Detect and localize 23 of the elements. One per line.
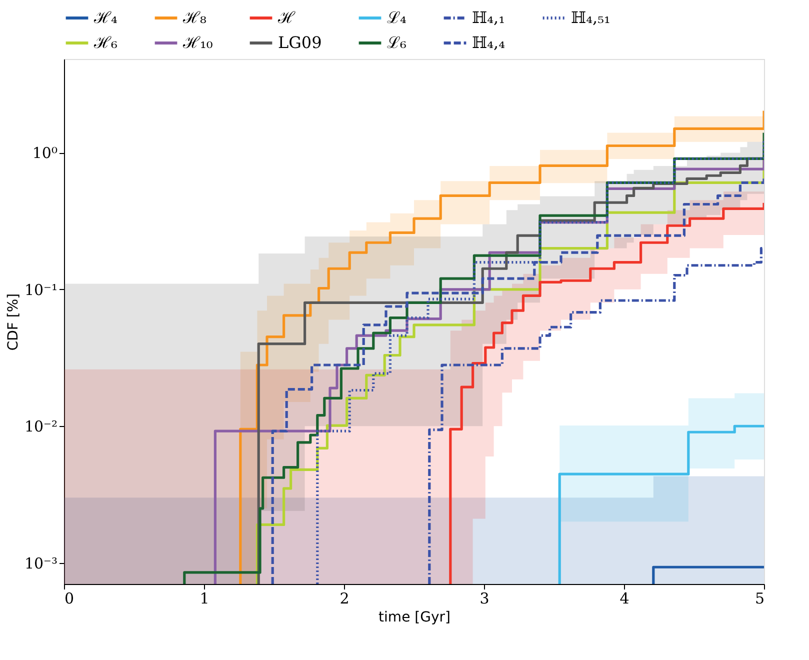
- legend-label: ℋ₆: [93, 33, 118, 52]
- legend-label: ℍ₄,₁: [472, 8, 506, 27]
- legend-label: ℋ₁₀: [182, 33, 213, 52]
- x-tick-label: 0: [64, 590, 74, 608]
- y-tick-label: 10⁰: [32, 144, 58, 162]
- legend-label: ℋ: [277, 8, 296, 27]
- y-tick-label: 10⁻²: [24, 418, 58, 436]
- legend-label: ℍ₄,₅₁: [571, 8, 610, 27]
- legend-label: ℒ₄: [387, 8, 406, 27]
- y-tick-label: 10⁻³: [24, 554, 58, 572]
- legend-label: ℋ₄: [93, 8, 118, 27]
- y-axis-title: CDF [%]: [5, 293, 22, 351]
- x-tick-label: 4: [620, 590, 630, 608]
- legend-label: ℒ₆: [387, 33, 406, 52]
- x-axis-title: time [Gyr]: [378, 610, 450, 626]
- legend-label: ℋ₈: [182, 8, 206, 27]
- x-tick-label: 5: [754, 590, 764, 608]
- legend-label: ℍ₄,₄: [472, 33, 506, 52]
- legend-label: LG09: [278, 33, 322, 52]
- y-tick-label: 10⁻¹: [24, 280, 58, 299]
- x-tick-label: 2: [340, 590, 350, 608]
- x-tick-label: 1: [200, 590, 210, 608]
- x-tick-label: 3: [480, 590, 490, 608]
